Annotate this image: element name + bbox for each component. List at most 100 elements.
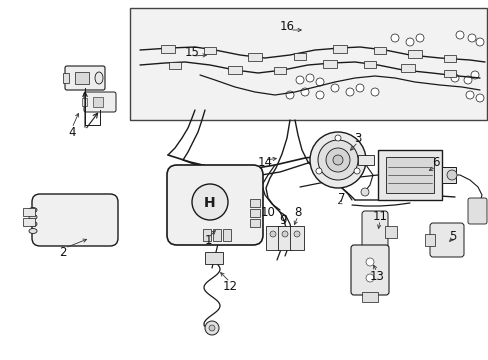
FancyBboxPatch shape: [65, 66, 105, 90]
Bar: [278, 226, 291, 250]
Bar: [384, 226, 396, 238]
Circle shape: [301, 88, 308, 96]
Text: 3: 3: [354, 131, 361, 144]
Circle shape: [467, 34, 475, 42]
Circle shape: [282, 231, 287, 237]
Bar: [361, 292, 377, 302]
Text: 15: 15: [184, 46, 199, 59]
Text: 5: 5: [448, 230, 456, 243]
Text: 12: 12: [222, 279, 237, 292]
Bar: [23, 208, 35, 216]
Bar: [23, 218, 35, 226]
Circle shape: [463, 76, 471, 84]
Bar: [249, 209, 260, 217]
Bar: [363, 60, 375, 68]
Bar: [377, 150, 441, 200]
Circle shape: [365, 258, 373, 266]
Bar: [223, 229, 230, 241]
Circle shape: [192, 184, 227, 220]
Circle shape: [346, 88, 353, 96]
Circle shape: [475, 94, 483, 102]
Circle shape: [360, 188, 368, 196]
Bar: [400, 64, 414, 72]
Ellipse shape: [95, 72, 103, 84]
Bar: [424, 234, 434, 246]
Bar: [265, 226, 280, 250]
Circle shape: [269, 231, 275, 237]
Circle shape: [330, 84, 338, 92]
Bar: [323, 60, 336, 68]
Circle shape: [446, 170, 456, 180]
Text: 10: 10: [260, 206, 275, 219]
Text: 7: 7: [338, 192, 345, 204]
Bar: [204, 252, 223, 264]
FancyBboxPatch shape: [350, 245, 388, 295]
Bar: [293, 53, 305, 59]
Bar: [441, 167, 455, 183]
Circle shape: [353, 168, 359, 174]
Circle shape: [325, 148, 349, 172]
Bar: [273, 67, 285, 73]
FancyBboxPatch shape: [467, 198, 486, 224]
Circle shape: [204, 321, 219, 335]
Circle shape: [450, 74, 458, 82]
Text: 13: 13: [369, 270, 384, 283]
Bar: [82, 98, 87, 106]
Text: 4: 4: [68, 126, 76, 139]
Bar: [373, 46, 385, 54]
Bar: [161, 45, 175, 53]
Circle shape: [317, 140, 357, 180]
Circle shape: [365, 274, 373, 282]
FancyBboxPatch shape: [32, 194, 118, 246]
Circle shape: [293, 231, 299, 237]
Text: 9: 9: [279, 213, 286, 226]
Circle shape: [405, 38, 413, 46]
Ellipse shape: [29, 207, 37, 212]
Bar: [289, 226, 304, 250]
Bar: [203, 229, 210, 241]
Circle shape: [465, 91, 473, 99]
FancyBboxPatch shape: [167, 165, 263, 245]
Bar: [407, 50, 421, 58]
Bar: [130, 8, 486, 120]
Circle shape: [332, 155, 342, 165]
Bar: [443, 54, 455, 62]
FancyBboxPatch shape: [429, 223, 463, 257]
Circle shape: [295, 76, 304, 84]
Circle shape: [305, 74, 313, 82]
Bar: [247, 53, 262, 61]
Ellipse shape: [29, 221, 37, 226]
Circle shape: [315, 91, 324, 99]
Bar: [227, 66, 242, 74]
Circle shape: [470, 71, 478, 79]
Bar: [443, 69, 455, 77]
Circle shape: [315, 78, 324, 86]
Text: 1: 1: [204, 234, 211, 247]
Bar: [169, 62, 181, 68]
Circle shape: [475, 38, 483, 46]
Bar: [63, 73, 69, 83]
Bar: [203, 46, 216, 54]
Text: 8: 8: [294, 206, 301, 219]
Text: 16: 16: [279, 19, 294, 32]
Circle shape: [208, 325, 215, 331]
Circle shape: [355, 84, 363, 92]
Text: 11: 11: [372, 210, 386, 222]
Bar: [332, 45, 346, 53]
Text: 2: 2: [59, 246, 67, 258]
Text: H: H: [204, 196, 215, 210]
Circle shape: [455, 31, 463, 39]
Bar: [75, 72, 89, 84]
Bar: [385, 157, 433, 193]
FancyBboxPatch shape: [84, 92, 116, 112]
Bar: [249, 219, 260, 227]
Ellipse shape: [29, 215, 37, 220]
Ellipse shape: [29, 229, 37, 234]
Bar: [93, 97, 103, 107]
Circle shape: [334, 135, 340, 141]
Circle shape: [315, 168, 321, 174]
Text: 14: 14: [257, 156, 272, 168]
Circle shape: [309, 132, 365, 188]
Bar: [357, 155, 373, 165]
Circle shape: [415, 34, 423, 42]
